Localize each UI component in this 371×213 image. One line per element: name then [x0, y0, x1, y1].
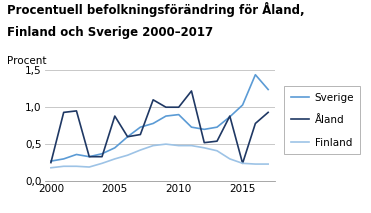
Text: Finland och Sverige 2000–2017: Finland och Sverige 2000–2017: [7, 26, 214, 39]
Text: Procent: Procent: [7, 56, 47, 66]
Text: Procentuell befolkningsförändring för Åland,: Procentuell befolkningsförändring för Ål…: [7, 2, 305, 17]
Legend: Sverige, Åland, Finland: Sverige, Åland, Finland: [284, 86, 360, 154]
